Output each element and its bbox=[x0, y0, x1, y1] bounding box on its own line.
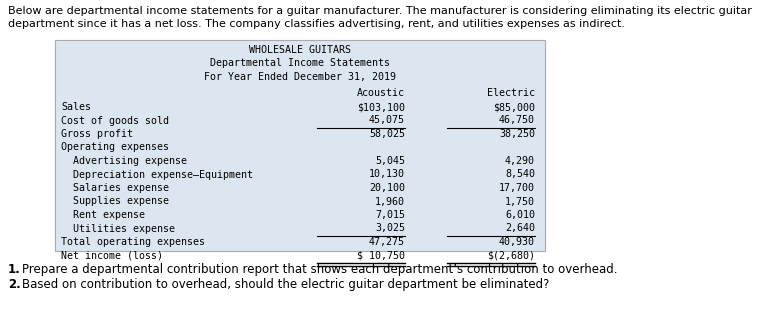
Text: Total operating expenses: Total operating expenses bbox=[61, 237, 205, 247]
Text: Based on contribution to overhead, should the electric guitar department be elim: Based on contribution to overhead, shoul… bbox=[22, 278, 549, 291]
Text: 47,275: 47,275 bbox=[369, 237, 405, 247]
Text: 40,930: 40,930 bbox=[499, 237, 535, 247]
Text: Salaries expense: Salaries expense bbox=[61, 183, 169, 193]
Text: 5,045: 5,045 bbox=[375, 156, 405, 166]
Text: Cost of goods sold: Cost of goods sold bbox=[61, 115, 169, 126]
Text: 58,025: 58,025 bbox=[369, 129, 405, 139]
Text: 7,015: 7,015 bbox=[375, 210, 405, 220]
Text: 38,250: 38,250 bbox=[499, 129, 535, 139]
Text: 20,100: 20,100 bbox=[369, 183, 405, 193]
Text: Below are departmental income statements for a guitar manufacturer. The manufact: Below are departmental income statements… bbox=[8, 6, 752, 16]
Text: Rent expense: Rent expense bbox=[61, 210, 145, 220]
Text: For Year Ended December 31, 2019: For Year Ended December 31, 2019 bbox=[204, 72, 396, 82]
Text: Net income (loss): Net income (loss) bbox=[61, 250, 163, 261]
Text: department since it has a net loss. The company classifies advertising, rent, an: department since it has a net loss. The … bbox=[8, 19, 625, 29]
Text: 8,540: 8,540 bbox=[505, 169, 535, 179]
Text: 2,640: 2,640 bbox=[505, 224, 535, 234]
Text: Depreciation expense–Equipment: Depreciation expense–Equipment bbox=[61, 169, 253, 179]
Text: 2.: 2. bbox=[8, 278, 21, 291]
Text: Sales: Sales bbox=[61, 102, 91, 112]
Text: Prepare a departmental contribution report that shows each department’s contribu: Prepare a departmental contribution repo… bbox=[22, 263, 617, 276]
Text: Electric: Electric bbox=[487, 87, 535, 98]
Text: Utilities expense: Utilities expense bbox=[61, 224, 175, 234]
Text: 1.: 1. bbox=[8, 263, 21, 276]
Text: 6,010: 6,010 bbox=[505, 210, 535, 220]
Text: 45,075: 45,075 bbox=[369, 115, 405, 126]
Text: Departmental Income Statements: Departmental Income Statements bbox=[210, 58, 390, 68]
Text: Advertising expense: Advertising expense bbox=[61, 156, 187, 166]
Text: 3,025: 3,025 bbox=[375, 224, 405, 234]
Text: 10,130: 10,130 bbox=[369, 169, 405, 179]
Text: $103,100: $103,100 bbox=[357, 102, 405, 112]
Text: 17,700: 17,700 bbox=[499, 183, 535, 193]
Text: $85,000: $85,000 bbox=[493, 102, 535, 112]
Text: $ 10,750: $ 10,750 bbox=[357, 250, 405, 261]
Text: WHOLESALE GUITARS: WHOLESALE GUITARS bbox=[249, 45, 351, 55]
Text: Gross profit: Gross profit bbox=[61, 129, 133, 139]
FancyBboxPatch shape bbox=[55, 40, 545, 251]
Text: $(2,680): $(2,680) bbox=[487, 250, 535, 261]
Text: Operating expenses: Operating expenses bbox=[61, 142, 169, 152]
Text: Supplies expense: Supplies expense bbox=[61, 197, 169, 207]
Text: Acoustic: Acoustic bbox=[357, 87, 405, 98]
Text: 1,960: 1,960 bbox=[375, 197, 405, 207]
Text: 46,750: 46,750 bbox=[499, 115, 535, 126]
Text: 4,290: 4,290 bbox=[505, 156, 535, 166]
Text: 1,750: 1,750 bbox=[505, 197, 535, 207]
